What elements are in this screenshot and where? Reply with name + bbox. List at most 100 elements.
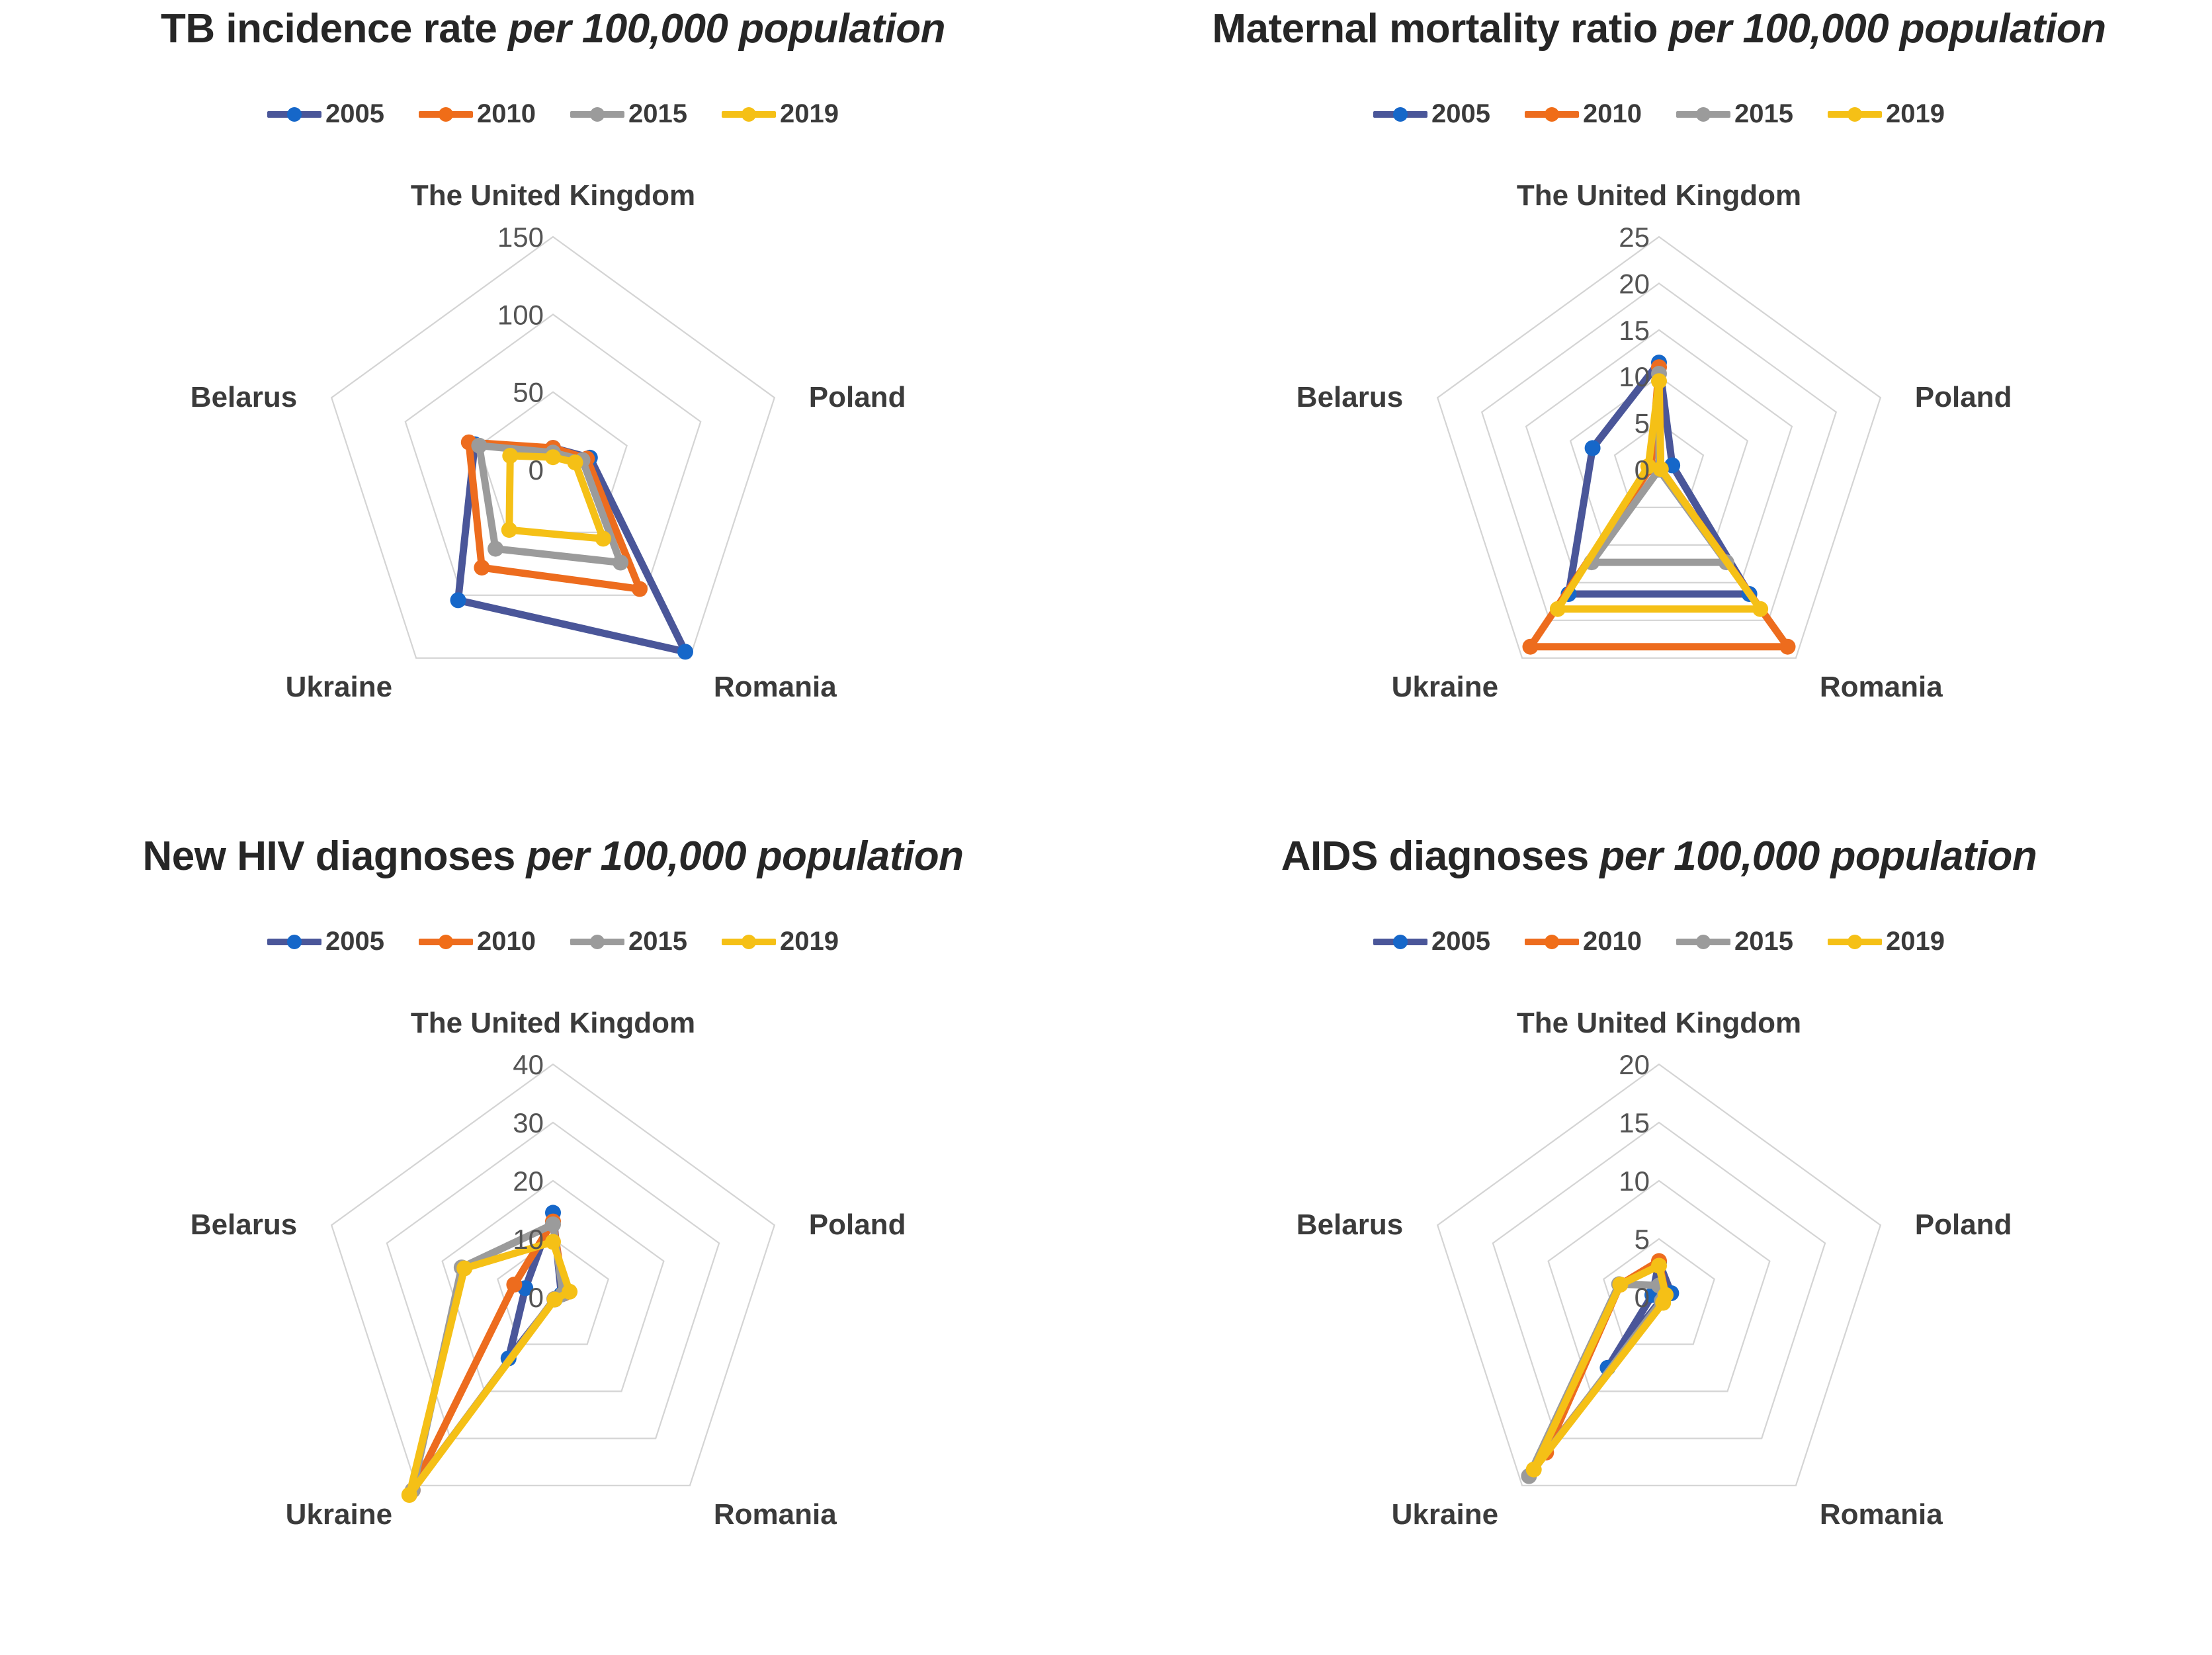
tick-label: 15 — [1619, 315, 1650, 346]
chart-title-main: AIDS diagnoses — [1281, 833, 1600, 879]
legend-item-2015[interactable]: 2015 — [570, 99, 687, 129]
legend-item-2005[interactable]: 2005 — [1373, 99, 1490, 129]
axis-label-belarus: Belarus — [1297, 1209, 1403, 1241]
legend-marker-icon — [1847, 106, 1862, 122]
radial-axis-tick-labels: 0 50 100 150 — [497, 222, 544, 486]
grid-ring — [1436, 235, 1882, 659]
axis-label-poland: Poland — [1915, 381, 2012, 413]
legend-item-label: 2005 — [325, 927, 385, 956]
legend-line-swatch-icon — [1676, 106, 1730, 122]
grid-ring — [1492, 1121, 1826, 1439]
legend-item-2010[interactable]: 2010 — [419, 99, 536, 129]
legend-line-swatch-icon — [267, 106, 322, 122]
tick-label: 25 — [1619, 222, 1650, 253]
axis-label-romania: Romania — [714, 671, 837, 703]
grid-ring — [386, 1121, 720, 1439]
grid-ring — [330, 1063, 776, 1486]
chart-panel-aids: AIDS diagnoses per 100,000 population 200… — [1106, 828, 2212, 1655]
legend-line-swatch-icon — [1525, 934, 1580, 949]
series-data-point — [545, 449, 561, 466]
legend-item-label: 2010 — [477, 927, 536, 956]
legend-item-label: 2019 — [1885, 927, 1945, 956]
legend-item-label: 2015 — [1734, 99, 1793, 128]
legend-marker-icon — [439, 934, 454, 949]
series-data-point — [632, 581, 648, 597]
chart-title-subtitle: per 100,000 population — [1599, 833, 2037, 879]
axis-label-belarus: Belarus — [191, 1209, 297, 1241]
series-data-point — [1651, 373, 1667, 390]
legend-line-swatch-icon — [721, 934, 776, 949]
legend-line-swatch-icon — [1525, 106, 1580, 122]
series-data-point — [450, 592, 466, 609]
series-data-point — [595, 530, 611, 547]
legend-item-2019[interactable]: 2019 — [721, 99, 839, 129]
grid-ring — [441, 1179, 665, 1392]
tick-label: 20 — [1619, 268, 1650, 299]
legend-marker-icon — [741, 106, 756, 122]
legend-marker-icon — [590, 106, 605, 122]
series-data-point — [562, 1283, 578, 1300]
legend-marker-icon — [1696, 934, 1711, 949]
legend-item-2015[interactable]: 2015 — [1676, 99, 1793, 129]
radar-container-tb-incidence: 0 50 100 150 The United Kingdom Poland Romania… — [0, 139, 1106, 827]
radar-axis-labels: The United Kingdom Poland Romania Ukraine Be… — [1297, 1007, 2012, 1531]
series-data-point — [1522, 638, 1539, 655]
legend-item-2015[interactable]: 2015 — [570, 927, 687, 956]
legend-line-swatch-icon — [1676, 934, 1730, 949]
tick-label: 20 — [513, 1166, 544, 1197]
legend-line-swatch-icon — [1373, 934, 1428, 949]
legend-item-2005[interactable]: 2005 — [267, 927, 384, 956]
axis-label-ukraine: Ukraine — [1392, 1498, 1498, 1531]
chart-title-subtitle: per 100,000 population — [526, 833, 964, 879]
series-data-point — [506, 1277, 523, 1293]
series-data-point — [488, 540, 504, 557]
legend-item-label: 2019 — [779, 927, 839, 956]
chart-panel-maternal-mortality: Maternal mortality ratio per 100,000 pop… — [1106, 0, 2212, 828]
chart-panel-tb-incidence: TB incidence rate per 100,000 population… — [0, 0, 1106, 828]
chart-title-subtitle: per 100,000 population — [508, 6, 945, 52]
legend-item-label: 2019 — [1885, 99, 1945, 128]
grid-ring — [330, 235, 776, 659]
tick-label: 10 — [1619, 1166, 1650, 1197]
radar-series-2019 — [401, 1234, 578, 1503]
radar-gridlines — [330, 1063, 776, 1486]
chart-title-maternal-mortality: Maternal mortality ratio per 100,000 pop… — [1106, 5, 2212, 52]
legend-line-swatch-icon — [570, 106, 624, 122]
legend-item-2005[interactable]: 2005 — [1373, 927, 1490, 956]
chart-title-tb-incidence: TB incidence rate per 100,000 population — [0, 5, 1106, 52]
radar-plot-tb-incidence: 0 50 100 150 The United Kingdom Poland Romania… — [191, 179, 906, 703]
series-data-point — [545, 1216, 561, 1232]
legend-item-2015[interactable]: 2015 — [1676, 927, 1793, 956]
chart-panel-new-hiv: New HIV diagnoses per 100,000 population… — [0, 828, 1106, 1655]
axis-label-romania: Romania — [714, 1498, 837, 1531]
radar-container-new-hiv: 0 10 20 30 40 The United Kingdom Poland Romania… — [0, 966, 1106, 1654]
legend-item-2019[interactable]: 2019 — [1827, 927, 1945, 956]
radar-series-2019 — [1549, 373, 1769, 617]
legend-marker-icon — [1393, 934, 1408, 949]
grid-ring — [404, 313, 702, 596]
legend-marker-icon — [287, 934, 302, 949]
legend-item-2019[interactable]: 2019 — [721, 927, 839, 956]
legend-line-swatch-icon — [419, 106, 474, 122]
series-data-point — [501, 522, 517, 538]
axis-label-poland: Poland — [809, 1209, 906, 1241]
legend-item-label: 2015 — [628, 927, 687, 956]
legend-marker-icon — [439, 106, 454, 122]
chart-legend: 2005 2010 2015 2019 — [1106, 99, 2212, 129]
legend-item-2010[interactable]: 2010 — [1525, 99, 1642, 129]
series-polyline — [1554, 377, 1764, 613]
legend-item-2005[interactable]: 2005 — [267, 99, 384, 129]
legend-item-2010[interactable]: 2010 — [1525, 927, 1642, 956]
grid-ring — [1603, 1238, 1715, 1345]
tick-label: 150 — [497, 222, 544, 253]
axis-label-poland: Poland — [809, 381, 906, 413]
legend-marker-icon — [1696, 106, 1711, 122]
legend-item-2019[interactable]: 2019 — [1827, 99, 1945, 129]
series-data-point — [401, 1487, 417, 1503]
radial-axis-tick-labels: 0 5 10 15 20 — [1619, 1049, 1650, 1313]
grid-ring — [1569, 375, 1749, 546]
legend-item-2010[interactable]: 2010 — [419, 927, 536, 956]
radial-axis-tick-labels: 0 10 20 30 40 — [513, 1049, 544, 1313]
tick-label: 30 — [513, 1107, 544, 1138]
